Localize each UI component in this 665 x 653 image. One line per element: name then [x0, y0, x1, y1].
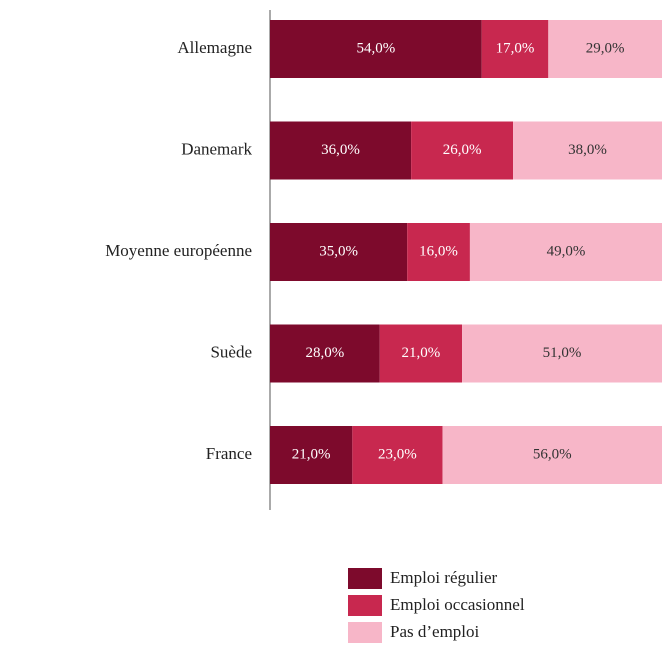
legend-swatch	[348, 622, 382, 643]
y-tick-label: Suède	[210, 342, 252, 361]
value-label: 49,0%	[547, 243, 586, 259]
bar-segment	[513, 121, 662, 180]
value-label: 36,0%	[321, 142, 360, 158]
bar-segment	[270, 324, 380, 383]
value-label: 21,0%	[292, 446, 331, 462]
value-label: 29,0%	[586, 40, 625, 56]
bar-segment	[407, 223, 470, 281]
value-label: 51,0%	[543, 345, 582, 361]
value-label: 56,0%	[533, 446, 572, 462]
bar-segment	[270, 223, 408, 281]
value-label: 38,0%	[568, 142, 607, 158]
value-label: 26,0%	[443, 142, 482, 158]
value-label: 17,0%	[496, 40, 535, 56]
y-tick-label: France	[206, 444, 252, 463]
bar-segment	[270, 426, 353, 484]
bar-segment	[270, 121, 412, 180]
bar-segment	[270, 20, 482, 78]
bar-segment	[548, 20, 662, 78]
bar-segment	[462, 324, 662, 383]
legend-swatch	[348, 595, 382, 616]
value-label: 23,0%	[378, 446, 417, 462]
legend-label: Emploi occasionnel	[390, 595, 525, 614]
bar-segment	[469, 223, 662, 281]
y-tick-label: Danemark	[181, 139, 252, 158]
bar-segment	[379, 324, 463, 383]
value-label: 35,0%	[319, 243, 358, 259]
bar-segment	[442, 426, 662, 484]
value-label: 28,0%	[306, 345, 345, 361]
y-tick-label: Moyenne européenne	[105, 241, 252, 260]
legend-swatch	[348, 568, 382, 589]
legend-label: Emploi régulier	[390, 568, 498, 587]
bar-segment	[481, 20, 549, 78]
value-label: 16,0%	[419, 243, 458, 259]
bar-segment	[352, 426, 443, 484]
y-tick-label: Allemagne	[177, 38, 252, 57]
value-label: 54,0%	[356, 40, 395, 56]
bar-segment	[411, 121, 514, 180]
legend-label: Pas d’emploi	[390, 622, 480, 641]
value-label: 21,0%	[402, 345, 441, 361]
